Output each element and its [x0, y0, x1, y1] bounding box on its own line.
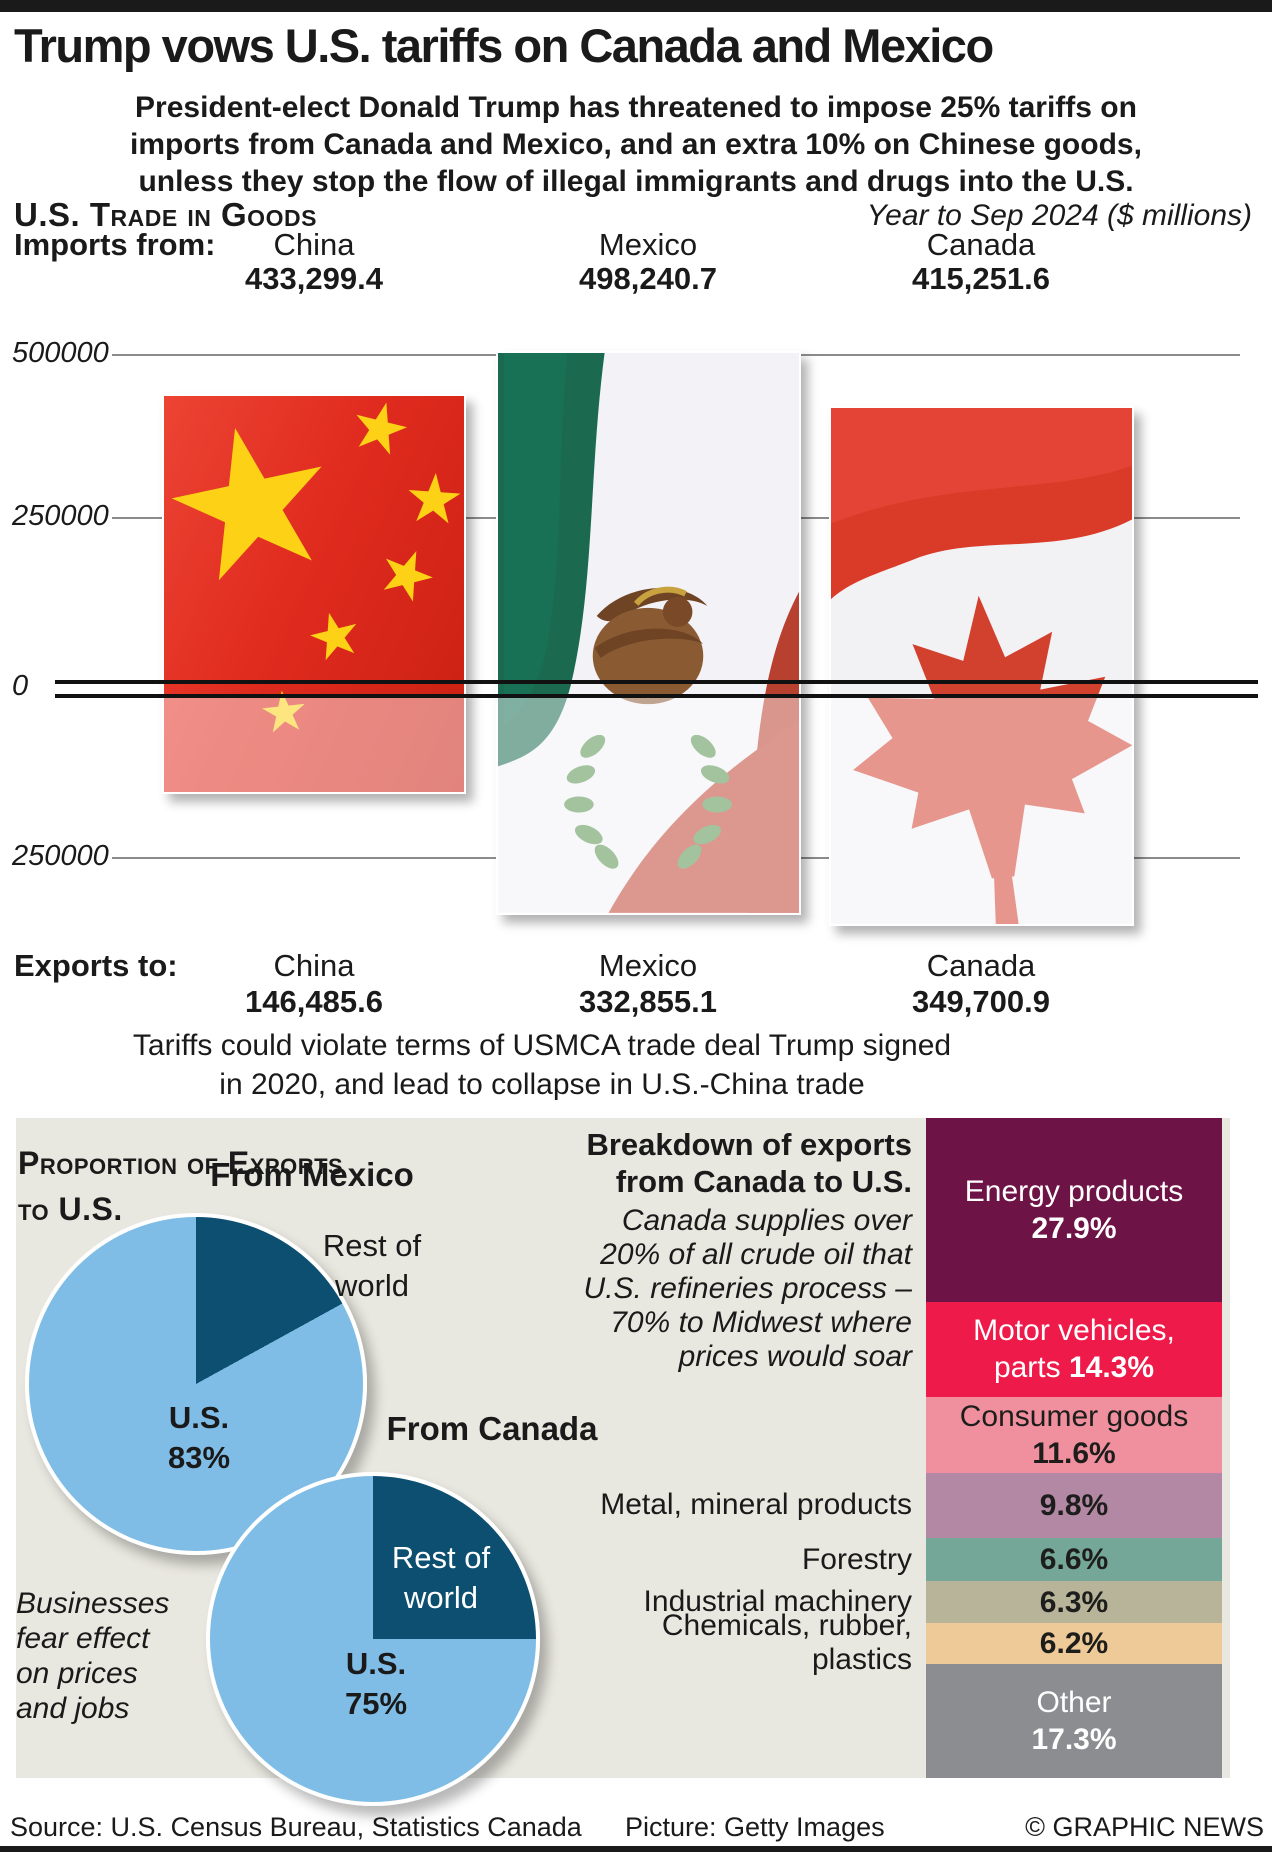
breakdown-label-industrial-machinery: Industrial machinery [643, 1585, 912, 1619]
usmca-note-line: Tariffs could violate terms of USMCA tra… [132, 1029, 952, 1062]
intro-line: unless they stop the flow of illegal imm… [138, 165, 1134, 198]
breakdown-block-chemicals-rubber-plastics: 6.2% [926, 1622, 1222, 1664]
bottom-rule [0, 1846, 1272, 1852]
imports-value-mexico: 498,240.7 [579, 261, 717, 296]
pie-mexico-us-label: U.S. 83% [167, 1400, 231, 1475]
exports-fade-overlay [496, 697, 801, 915]
axis-tick-500000: 500000 [12, 337, 109, 369]
intro-line: President-elect Donald Trump has threate… [135, 91, 1137, 124]
pie-heading-canada: From Canada [386, 1410, 598, 1447]
pie-chart-canada [206, 1472, 540, 1806]
china-flag-star-icon: ★ [341, 396, 419, 472]
period-note: Year to Sep 2024 ($ millions) [866, 199, 1252, 232]
exports-value-mexico: 332,855.1 [579, 984, 717, 1019]
page-title: Trump vows U.S. tariffs on Canada and Me… [14, 19, 994, 72]
breakdown-block-industrial-machinery: 6.3% [926, 1581, 1222, 1623]
axis-tick-250000-upper: 250000 [12, 500, 109, 532]
source-credit: Source: U.S. Census Bureau, Statistics C… [10, 1812, 582, 1842]
top-rule [0, 0, 1272, 12]
intro-line: imports from Canada and Mexico, and an e… [130, 128, 1142, 161]
imports-label: Imports from: [14, 227, 216, 262]
china-flag-field [164, 396, 464, 792]
breakdown-note: Canada supplies over 20% of all crude oi… [583, 1204, 912, 1373]
exports-country-mexico: Mexico [598, 948, 698, 983]
china-flag-star-icon: ★ [366, 529, 449, 620]
trade-bar-china: ★ ★ ★ ★ ★ ★ [162, 394, 466, 794]
picture-credit: Picture: Getty Images [625, 1812, 885, 1842]
imports-value-china: 433,299.4 [245, 261, 383, 296]
breakdown-block-metal-mineral-products: 9.8% [926, 1473, 1222, 1538]
imports-country-mexico: Mexico [598, 227, 698, 262]
breakdown-block-forestry: 6.6% [926, 1537, 1222, 1582]
exports-country-canada: Canada [926, 948, 1036, 983]
exports-value-china: 146,485.6 [245, 984, 383, 1019]
breakdown-label-chemicals-rubber-plastics: Chemicals, rubber, plastics [661, 1609, 912, 1677]
breakdown-title: Breakdown of exports from Canada to U.S. [586, 1127, 912, 1199]
breakdown-block-energy-products: Energy products 27.9% [926, 1118, 1222, 1303]
exports-value-canada: 349,700.9 [912, 984, 1050, 1019]
trade-bar-canada [829, 406, 1134, 926]
imports-country-canada: Canada [926, 227, 1036, 262]
maple-leaf [853, 595, 1132, 924]
exports-fade-overlay [162, 697, 466, 794]
copyright: © GRAPHIC NEWS [1025, 1812, 1264, 1842]
breakdown-block-motor-vehicles-parts: Motor vehicles, parts 14.3% [926, 1302, 1222, 1397]
zero-axis-line-lower [55, 694, 1258, 698]
zero-axis-line-upper [55, 680, 1258, 684]
axis-tick-250000-lower: 250000 [12, 840, 109, 872]
china-flag-star-icon: ★ [300, 597, 371, 677]
businesses-aside: Businesses fear effect on prices and job… [16, 1587, 170, 1725]
exports-country-china: China [273, 948, 355, 983]
breakdown-block-other: Other 17.3% [926, 1663, 1222, 1778]
pie-heading-mexico: From Mexico [210, 1156, 414, 1193]
imports-country-china: China [273, 227, 355, 262]
china-flag-image: ★ ★ ★ ★ ★ ★ [162, 394, 466, 794]
breakdown-label-forestry: Forestry [801, 1542, 912, 1576]
usmca-note-line: in 2020, and lead to collapse in U.S.-Ch… [219, 1068, 865, 1101]
breakdown-block-consumer-goods: Consumer goods 11.6% [926, 1396, 1222, 1474]
pie-canada-us-label: U.S. 75% [344, 1646, 408, 1721]
pie-canada-rest-label: Rest of world [391, 1540, 491, 1615]
china-flag-star-icon: ★ [401, 459, 464, 539]
intro-paragraph: President-elect Donald Trump has threate… [0, 89, 1272, 200]
breakdown-label-metal-mineral-products: Metal, mineral products [600, 1488, 912, 1522]
trade-section-heading: U.S. Trade in Goods [14, 196, 317, 233]
usmca-note: Tariffs could violate terms of USMCA tra… [0, 1026, 1084, 1104]
exports-fade-overlay [829, 697, 1134, 926]
pie-mexico-rest-label: Rest of world [322, 1228, 422, 1303]
china-flag-star-icon: ★ [164, 396, 362, 630]
exports-label: Exports to: [14, 948, 178, 983]
imports-value-canada: 415,251.6 [912, 261, 1050, 296]
proportion-heading: Proportion of Exports to U.S. [18, 1145, 344, 1227]
axis-tick-0: 0 [12, 670, 29, 702]
trade-bar-mexico [496, 351, 801, 915]
breakdown-column: Energy products 27.9% Motor vehicles, parts… [926, 1118, 1222, 1778]
mexico-flag-image [496, 351, 801, 915]
canada-flag-image [829, 406, 1134, 926]
